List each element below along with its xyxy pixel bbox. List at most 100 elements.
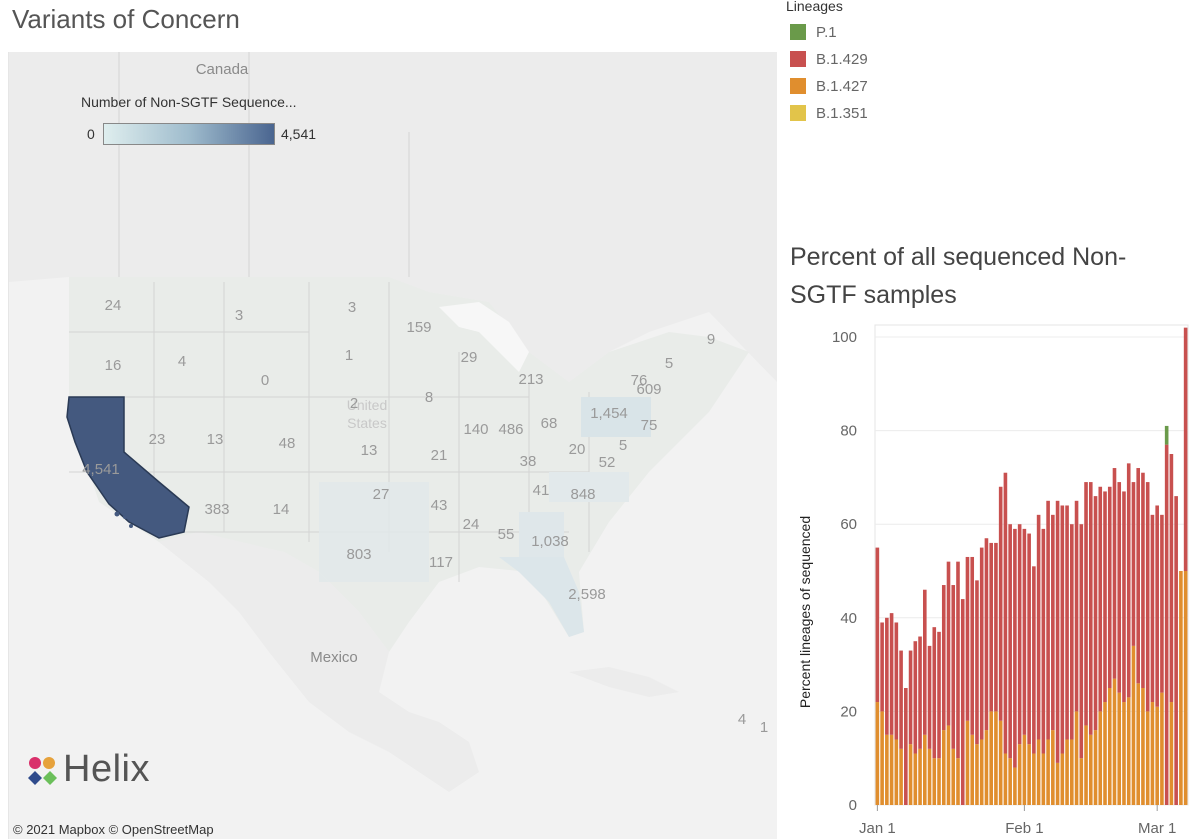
lineage-swatch [790, 24, 806, 40]
bar-segment [1008, 524, 1012, 759]
bar-segment [1122, 702, 1126, 805]
bar-segment [1098, 711, 1103, 805]
lineage-legend-item[interactable]: B.1.351 [790, 103, 868, 123]
state-count-ia: 8 [425, 389, 433, 406]
usa-land [69, 277, 749, 652]
bar-segment [899, 748, 903, 805]
chart-bars [875, 327, 1188, 805]
state-count-mn: 159 [406, 319, 431, 336]
california-shape[interactable] [66, 396, 190, 539]
state-count-ne: 2 [350, 395, 358, 412]
bar-segment [1117, 482, 1122, 693]
helix-logo: Helix [25, 748, 175, 794]
state-count-sd: 1 [345, 347, 353, 364]
bar-segment [1055, 762, 1060, 805]
bar-segment [1013, 528, 1017, 768]
map-attribution[interactable]: © 2021 Mapbox © OpenStreetMap [13, 822, 214, 837]
lakes [439, 302, 529, 372]
y-tick-label: 20 [840, 703, 857, 720]
bar-segment [989, 711, 993, 805]
state-count-nv: 23 [149, 431, 166, 448]
helix-logo-text: Helix [63, 748, 150, 790]
state-count-ky: 38 [520, 453, 537, 470]
bar-segment [927, 748, 932, 805]
state-count-oh: 68 [541, 415, 558, 432]
bar-segment [880, 622, 884, 712]
bar-segment [1179, 571, 1183, 805]
country-label-canada: Canada [196, 61, 249, 78]
bar-segment [894, 739, 899, 805]
lineage-swatch [790, 105, 806, 121]
bar-segment [875, 702, 880, 805]
map-panel[interactable]: Canada United States Mexico 24 3 3 159 16 4 1 29 0 2… [8, 52, 777, 839]
bar-segment [965, 556, 970, 721]
bar-segment [941, 730, 946, 805]
bar-segment [918, 748, 922, 805]
chart-ticks: 0 20 40 60 80 100 Jan 1 Feb 1 Mar 1 [832, 329, 1176, 837]
bar-segment [1164, 444, 1169, 805]
bar-segment [1141, 472, 1145, 688]
bar-segment [1122, 491, 1126, 703]
color-legend-max: 4,541 [281, 126, 317, 142]
state-count-ga: 1,038 [531, 533, 569, 550]
dashboard-title: Variants of Concern [12, 4, 240, 34]
lineage-label: B.1.351 [816, 104, 868, 122]
lineage-legend: Lineages P.1 B.1.429 B.1.427 B.1.351 [786, 0, 986, 130]
bar-segment [904, 688, 908, 805]
lineage-legend-item[interactable]: P.1 [790, 22, 837, 42]
bar-segment [1022, 734, 1027, 805]
country-labels: Canada United States Mexico [196, 61, 388, 666]
state-count-nc: 848 [570, 486, 595, 503]
state-count-de: 5 [619, 437, 627, 454]
state-count-ks: 13 [361, 442, 378, 459]
bar-segment [1107, 486, 1112, 688]
state-count-nj: 75 [641, 417, 658, 434]
state-count-pr: 4 [738, 711, 746, 728]
state-count-nm: 14 [273, 501, 290, 518]
lineage-legend-title: Lineages [786, 0, 843, 14]
bar-segment [984, 538, 989, 731]
bar-segment [946, 561, 951, 726]
bar-segment [885, 734, 889, 805]
lineage-legend-item[interactable]: B.1.427 [790, 76, 868, 96]
bar-segment [1136, 468, 1141, 684]
state-count-ar: 43 [431, 497, 448, 514]
bar-segment [899, 650, 903, 749]
bar-segment [1088, 734, 1093, 805]
bar-segment [1112, 678, 1117, 805]
bar-segment [1136, 683, 1141, 805]
bar-segment [1150, 514, 1155, 703]
bar-segment [1003, 472, 1008, 754]
y-tick-label: 60 [840, 516, 857, 533]
bar-segment [956, 758, 960, 805]
bar-segment [1051, 514, 1055, 731]
ga-fill [519, 512, 564, 562]
state-count-co: 48 [279, 435, 296, 452]
state-count-ca: 4,541 [82, 461, 120, 478]
bar-segment [960, 599, 965, 805]
state-count-id: 4 [178, 353, 186, 370]
bar-segment [1126, 697, 1131, 805]
chart-title: Percent of all sequenced Non-SGTF sample… [790, 243, 1127, 309]
bar-segment [1112, 468, 1117, 679]
x-tick-label: Jan 1 [859, 820, 896, 837]
country-label-united-states-0: United [347, 397, 387, 413]
fl-fill [499, 557, 584, 637]
lineage-swatch [790, 51, 806, 67]
bar-segment [927, 645, 932, 749]
bar-segment [1017, 744, 1022, 805]
bar-segment [1141, 688, 1145, 805]
lineage-legend-item[interactable]: B.1.429 [790, 49, 868, 69]
bar-segment [1070, 524, 1074, 740]
bar-segment [1150, 702, 1155, 805]
lineage-label: B.1.429 [816, 50, 868, 68]
state-count-az: 383 [204, 501, 229, 518]
country-label-mexico: Mexico [310, 649, 358, 666]
plot-frame [874, 324, 1189, 806]
bar-segment [1022, 528, 1027, 735]
bar-segment [1183, 571, 1188, 805]
bar-segment [1174, 496, 1178, 805]
y-tick-label: 0 [849, 797, 857, 814]
bar-segment [1145, 482, 1150, 712]
